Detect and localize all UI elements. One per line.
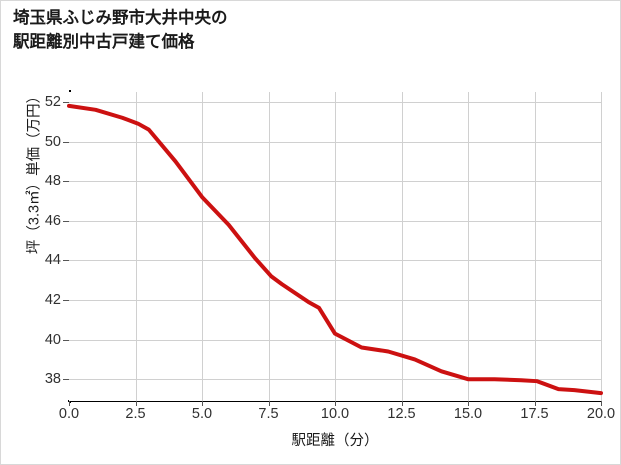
y-tick-mark xyxy=(63,220,69,222)
x-tick-mark xyxy=(534,401,536,406)
y-tick-mark xyxy=(63,379,69,381)
y-axis-label: 坪（3.3㎡）単価（万円） xyxy=(26,88,43,255)
x-tick-mark xyxy=(135,401,137,406)
y-tick-label: 44 xyxy=(44,252,61,269)
x-tick-mark xyxy=(335,401,336,406)
x-tick-label: 2.5 xyxy=(125,406,146,422)
gridline-x xyxy=(135,92,137,401)
y-tick-mark xyxy=(63,181,69,183)
x-tick-mark xyxy=(401,401,403,406)
gridline-x xyxy=(268,92,270,401)
y-tick-mark xyxy=(63,101,69,103)
y-tick-mark xyxy=(63,299,69,301)
x-tick-label: 17.5 xyxy=(520,406,549,422)
x-tick-label: 0.0 xyxy=(58,406,80,422)
gridline-x xyxy=(202,92,203,401)
gridline-x xyxy=(468,92,469,401)
y-tick-label: 38 xyxy=(44,371,61,388)
y-tick-label: 40 xyxy=(44,331,61,348)
x-tick-label: 10.0 xyxy=(320,406,350,422)
plot-area xyxy=(67,92,603,401)
y-tick-mark xyxy=(63,260,69,262)
x-tick-mark xyxy=(268,401,270,406)
x-tick-label: 20.0 xyxy=(586,406,616,422)
y-tick-label: 50 xyxy=(44,133,61,150)
x-tick-label: 5.0 xyxy=(191,406,213,422)
x-axis-label: 駅距離（分） xyxy=(291,433,379,449)
x-tick-mark xyxy=(601,401,602,406)
x-tick-label: 12.5 xyxy=(387,406,416,422)
x-tick-mark xyxy=(202,401,203,406)
x-tick-label: 15.0 xyxy=(453,406,483,422)
y-tick-label: 46 xyxy=(44,212,61,229)
x-tick-mark xyxy=(69,401,70,406)
line-series xyxy=(67,103,603,396)
series-polyline xyxy=(67,103,603,396)
y-tick-mark xyxy=(63,339,69,341)
y-tick-mark xyxy=(63,141,69,143)
page-title: 埼玉県ふじみ野市大井中央の 駅距離別中古戸建て価格 xyxy=(13,9,228,51)
gridline-x xyxy=(534,92,536,401)
y-tick-label: 42 xyxy=(44,291,61,308)
gridline-x xyxy=(335,92,336,401)
gridline-x xyxy=(401,92,403,401)
gridline-x xyxy=(601,92,602,401)
y-tick-label: 48 xyxy=(44,173,61,190)
x-tick-label: 7.5 xyxy=(258,406,279,422)
y-tick-label: 52 xyxy=(44,93,61,110)
x-tick-mark xyxy=(468,401,469,406)
